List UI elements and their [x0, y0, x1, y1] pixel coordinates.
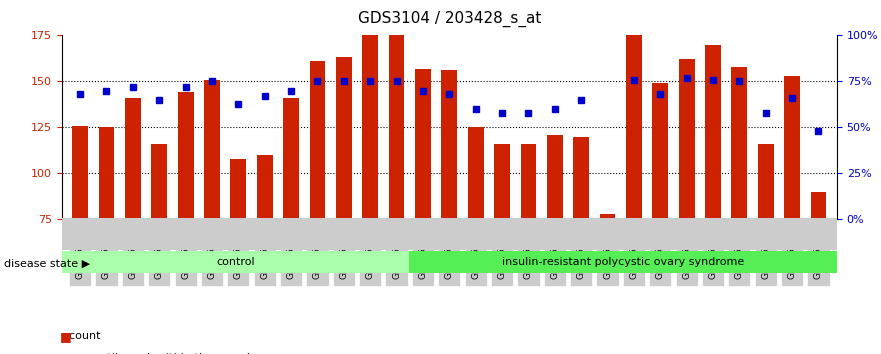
- Text: percentile rank within the sample: percentile rank within the sample: [62, 353, 256, 354]
- Bar: [389, 35, 404, 219]
- Bar: [784, 76, 800, 219]
- Text: ■: ■: [60, 330, 71, 343]
- Bar: [309, 61, 325, 219]
- Bar: [626, 35, 642, 219]
- Bar: [99, 127, 115, 219]
- Text: count: count: [62, 331, 100, 341]
- Bar: [468, 127, 484, 219]
- Bar: [231, 159, 247, 219]
- Text: disease state ▶: disease state ▶: [4, 259, 91, 269]
- Bar: [731, 67, 747, 219]
- Bar: [204, 80, 220, 219]
- Bar: [441, 70, 457, 219]
- Bar: [705, 45, 721, 219]
- FancyBboxPatch shape: [409, 251, 837, 273]
- Text: insulin-resistant polycystic ovary syndrome: insulin-resistant polycystic ovary syndr…: [502, 257, 744, 267]
- Bar: [125, 98, 141, 219]
- Bar: [362, 35, 378, 219]
- Bar: [415, 69, 431, 219]
- Bar: [72, 126, 88, 219]
- Text: GDS3104 / 203428_s_at: GDS3104 / 203428_s_at: [358, 11, 541, 27]
- Bar: [574, 137, 589, 219]
- Bar: [600, 214, 616, 219]
- Bar: [494, 144, 510, 219]
- Text: control: control: [216, 257, 255, 267]
- Bar: [283, 98, 299, 219]
- Bar: [811, 192, 826, 219]
- Bar: [256, 155, 272, 219]
- FancyBboxPatch shape: [62, 251, 409, 273]
- Bar: [336, 57, 352, 219]
- Bar: [178, 92, 194, 219]
- Text: ■: ■: [60, 351, 71, 354]
- Bar: [521, 144, 537, 219]
- Bar: [152, 144, 167, 219]
- Bar: [547, 135, 563, 219]
- Bar: [652, 83, 668, 219]
- Bar: [758, 144, 774, 219]
- FancyBboxPatch shape: [62, 218, 837, 250]
- Bar: [678, 59, 694, 219]
